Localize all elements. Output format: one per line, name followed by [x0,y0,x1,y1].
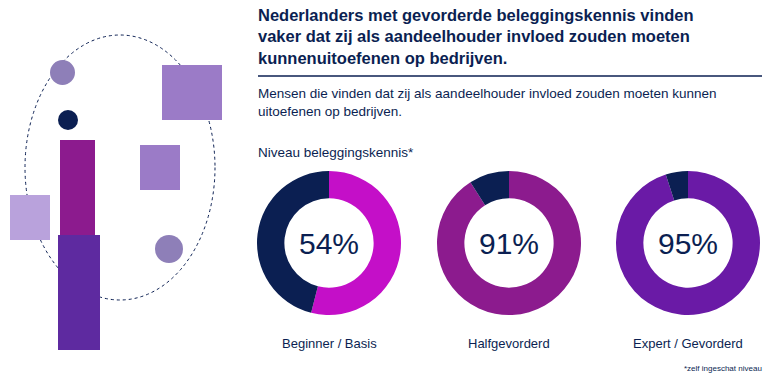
svg-text:Niveau beleggingskennis*: Niveau beleggingskennis* [258,145,414,160]
svg-text:54%: 54% [299,227,359,260]
svg-text:Expert / Gevorderd: Expert / Gevorderd [633,336,743,351]
svg-text:Mensen die vinden dat zij als: Mensen die vinden dat zij als aandeelhou… [258,86,717,119]
svg-text:Beginner / Basis: Beginner / Basis [282,336,377,351]
svg-text:95%: 95% [658,227,718,260]
svg-text:Halfgevorderd: Halfgevorderd [468,336,550,351]
svg-text:Nederlanders met gevorderde be: Nederlanders met gevorderde beleggingske… [258,6,694,67]
svg-text:91%: 91% [479,227,539,260]
svg-text:*zelf ingeschat niveau: *zelf ingeschat niveau [684,364,762,373]
